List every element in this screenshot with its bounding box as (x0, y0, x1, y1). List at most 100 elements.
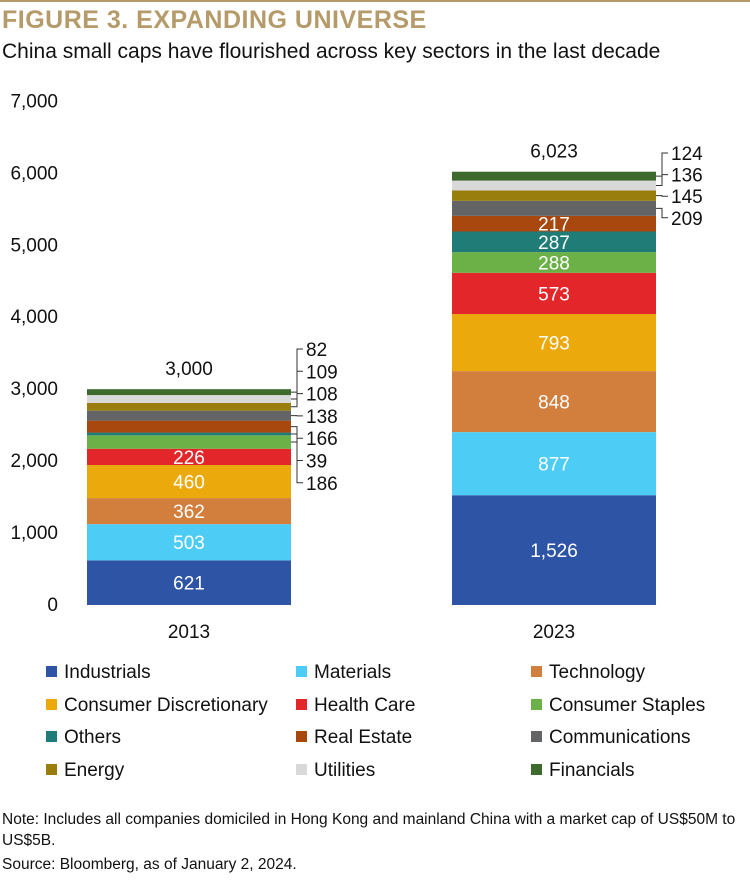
legend-swatch (531, 666, 542, 677)
leader-line (656, 152, 668, 177)
bar-segment-materials-2013 (87, 524, 291, 561)
data-label: 124 (671, 144, 703, 165)
y-tick-label: 4,000 (10, 307, 58, 328)
legend-label: Technology (549, 662, 646, 683)
legend-label: Consumer Staples (549, 694, 706, 716)
data-label: 166 (306, 429, 338, 450)
bar-segment-communications-2013 (87, 410, 291, 421)
footnote: Note: Includes all companies domiciled i… (2, 811, 736, 849)
legend-item: Utilities (296, 760, 375, 782)
bar-segment-utilities-2023 (452, 180, 656, 191)
x-tick-label: 2013 (168, 622, 210, 643)
data-label: 362 (173, 502, 205, 523)
legend-swatch (46, 731, 57, 742)
bar-segment-technology-2023 (452, 371, 656, 433)
y-tick-label: 5,000 (10, 235, 58, 256)
leader-line (656, 195, 668, 197)
data-label: 793 (538, 334, 570, 355)
legend-label: Materials (314, 662, 392, 683)
legend-swatch (46, 666, 57, 677)
leader-line (291, 348, 303, 393)
bar-segment-real-estate-2023 (452, 215, 656, 232)
legend-label: Utilities (314, 759, 376, 781)
bar-segment-industrials-2023 (452, 495, 656, 605)
data-label: 503 (173, 533, 205, 554)
data-label: 39 (306, 452, 327, 473)
total-label: 3,000 (165, 359, 213, 380)
bar-segment-health-care-2023 (452, 272, 656, 315)
bar-segment-industrials-2013 (87, 560, 291, 605)
y-tick-label: 2,000 (10, 451, 58, 472)
data-label: 217 (538, 215, 570, 236)
data-label: 186 (306, 474, 338, 495)
bar-segment-materials-2023 (452, 432, 656, 496)
bar-segment-consumer-staples-2023 (452, 252, 656, 273)
legend-label: Energy (64, 759, 125, 781)
legend-swatch (296, 666, 307, 677)
legend-item: Others (46, 727, 121, 749)
data-label: 138 (306, 407, 338, 428)
title-rule (0, 0, 750, 2)
data-label: 460 (173, 473, 205, 494)
bar-segment-energy-2013 (87, 402, 291, 411)
data-label: 226 (173, 448, 205, 469)
y-tick-label: 3,000 (10, 379, 58, 400)
legend-item: Technology (531, 662, 645, 684)
legend-swatch (296, 698, 307, 710)
legend-item: Consumer Staples (531, 695, 705, 717)
data-label: 145 (671, 187, 703, 208)
legend-label: Communications (549, 727, 691, 748)
bar-segment-communications-2023 (452, 200, 656, 216)
bar-segment-utilities-2013 (87, 395, 291, 403)
source-note: Source: Bloomberg, as of January 2, 2024… (2, 856, 297, 873)
legend-item: Real Estate (296, 727, 412, 749)
legend-label: Others (64, 727, 122, 748)
data-label: 288 (538, 253, 570, 274)
leader-line (291, 441, 303, 484)
bar-segment-others-2013 (87, 432, 291, 436)
legend-swatch (46, 698, 57, 710)
leader-line (656, 174, 668, 187)
data-label: 1,526 (530, 541, 578, 562)
data-label: 209 (671, 209, 703, 230)
data-label: 136 (671, 166, 703, 187)
data-label: 573 (538, 284, 570, 305)
y-tick-label: 7,000 (10, 91, 58, 112)
legend-item: Health Care (296, 695, 415, 717)
legend-label: Health Care (314, 694, 416, 716)
legend-item: Communications (531, 727, 691, 749)
leader-line (291, 426, 303, 439)
data-label: 848 (538, 393, 570, 414)
legend-label: Real Estate (314, 727, 413, 748)
bar-segment-financials-2013 (87, 389, 291, 396)
legend-swatch (531, 698, 542, 710)
data-label: 287 (538, 233, 570, 254)
data-label: 82 (306, 340, 327, 361)
data-label: 108 (306, 385, 338, 406)
x-tick-label: 2023 (533, 622, 575, 643)
legend-swatch (531, 763, 542, 775)
legend-label: Industrials (64, 662, 151, 683)
y-tick-label: 1,000 (10, 523, 58, 544)
bar-segment-financials-2023 (452, 171, 656, 181)
leader-line (291, 393, 303, 408)
bar-segment-real-estate-2013 (87, 420, 291, 433)
leader-line (656, 207, 668, 219)
legend-swatch (46, 763, 57, 775)
data-label: 109 (306, 362, 338, 383)
legend-swatch (296, 763, 307, 775)
leader-line (291, 370, 303, 400)
bar-segment-health-care-2013 (87, 448, 291, 466)
legend-label: Consumer Discretionary (64, 694, 268, 716)
chart-subtitle: China small caps have flourished across … (2, 40, 661, 63)
y-tick-label: 0 (47, 595, 58, 616)
legend-item: Consumer Discretionary (46, 695, 268, 717)
legend-swatch (531, 731, 542, 742)
legend-item: Energy (46, 760, 124, 782)
legend-swatch (296, 731, 307, 742)
bar-segment-consumer-discretionary-2023 (452, 314, 656, 372)
bar-segment-energy-2023 (452, 190, 656, 201)
bar-segment-consumer-discretionary-2013 (87, 465, 291, 499)
data-label: 877 (538, 455, 570, 476)
